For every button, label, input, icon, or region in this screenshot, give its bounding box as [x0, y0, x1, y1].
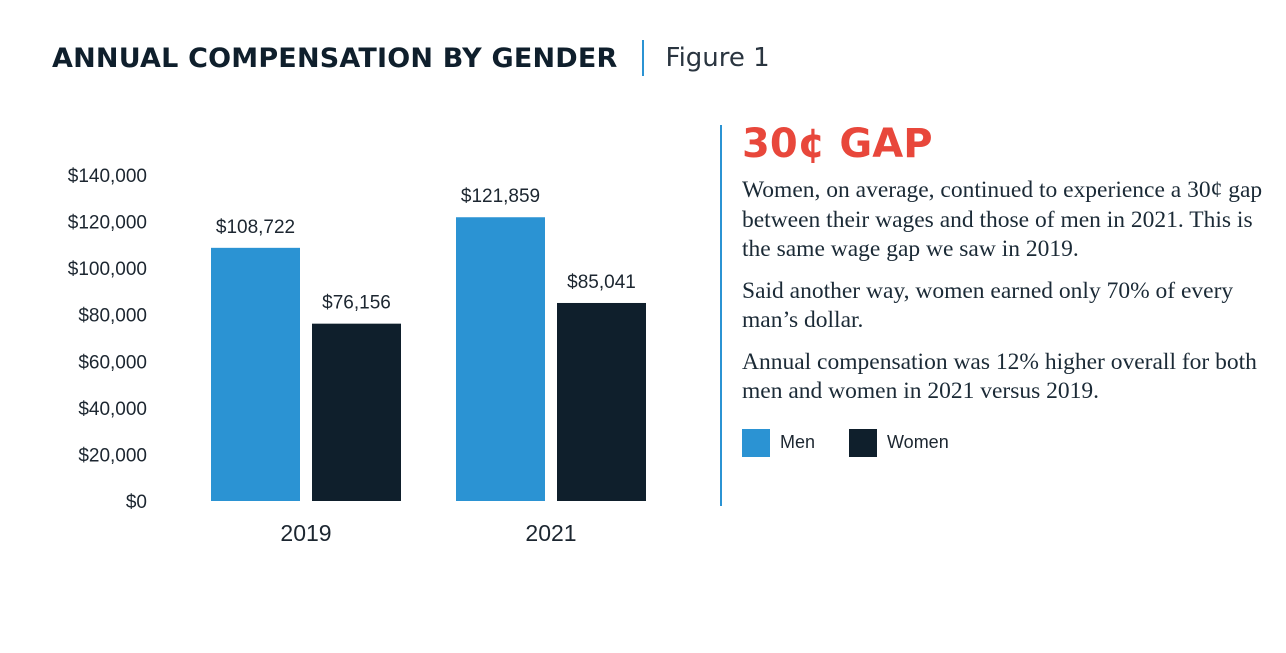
y-tick-label: $120,000	[68, 213, 147, 234]
data-label-men-2021: $121,859	[461, 186, 540, 207]
side-divider	[720, 125, 722, 506]
bar-men-2021	[456, 217, 545, 501]
x-category-label: 2021	[525, 520, 576, 546]
legend-label-men: Men	[780, 432, 816, 452]
figure-label: Figure 1	[665, 43, 770, 73]
y-tick-label: $40,000	[78, 399, 147, 420]
x-category-label: 2019	[280, 520, 331, 546]
title-divider	[641, 40, 644, 76]
bars: $108,722 $76,156 $121,859 $85,041	[211, 186, 646, 501]
data-label-men-2019: $108,722	[216, 217, 295, 238]
paragraph-dollar: Said another way, women earned only 70% …	[742, 277, 1234, 334]
bar-chart: $0 $20,000 $40,000 $60,000 $80,000 $100,000 $1…	[68, 166, 646, 546]
y-tick-label: $20,000	[78, 445, 147, 466]
y-tick-label: $100,000	[68, 259, 147, 280]
bar-women-2021	[557, 302, 646, 501]
data-label-women-2021: $85,041	[567, 272, 636, 293]
page-header: ANNUAL COMPENSATION BY GENDER Figure 1	[52, 36, 770, 80]
legend-swatch-men	[742, 428, 770, 457]
y-tick-label: $60,000	[78, 352, 147, 373]
paragraph-compensation: Annual compensation was 12% higher overa…	[742, 348, 1257, 405]
side-panel: 30¢ GAP Women, on average, continued to …	[742, 118, 1272, 457]
data-label-women-2019: $76,156	[322, 293, 391, 314]
legend-swatch-women	[849, 428, 878, 457]
page-title: ANNUAL COMPENSATION BY GENDER	[52, 42, 618, 74]
y-axis: $0 $20,000 $40,000 $60,000 $80,000 $100,000 $1…	[68, 166, 147, 513]
legend-item-men: Men	[742, 428, 816, 457]
paragraph-gap: Women, on average, continued to experien…	[742, 177, 1263, 262]
legend-item-women: Women	[849, 428, 949, 457]
y-tick-label: $80,000	[78, 306, 147, 327]
bar-men-2019	[211, 247, 300, 501]
x-axis: 2019 2021	[280, 520, 576, 546]
legend-label-women: Women	[887, 432, 949, 452]
y-tick-label: $0	[126, 492, 147, 513]
legend: Men Women	[742, 428, 1272, 457]
y-tick-label: $140,000	[68, 166, 147, 187]
bar-women-2019	[312, 323, 401, 501]
gap-headline: 30¢ GAP	[742, 121, 933, 167]
